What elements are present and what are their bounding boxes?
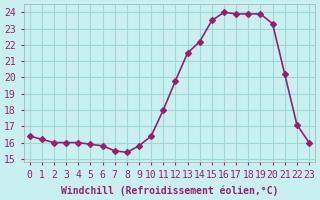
X-axis label: Windchill (Refroidissement éolien,°C): Windchill (Refroidissement éolien,°C)	[61, 185, 278, 196]
